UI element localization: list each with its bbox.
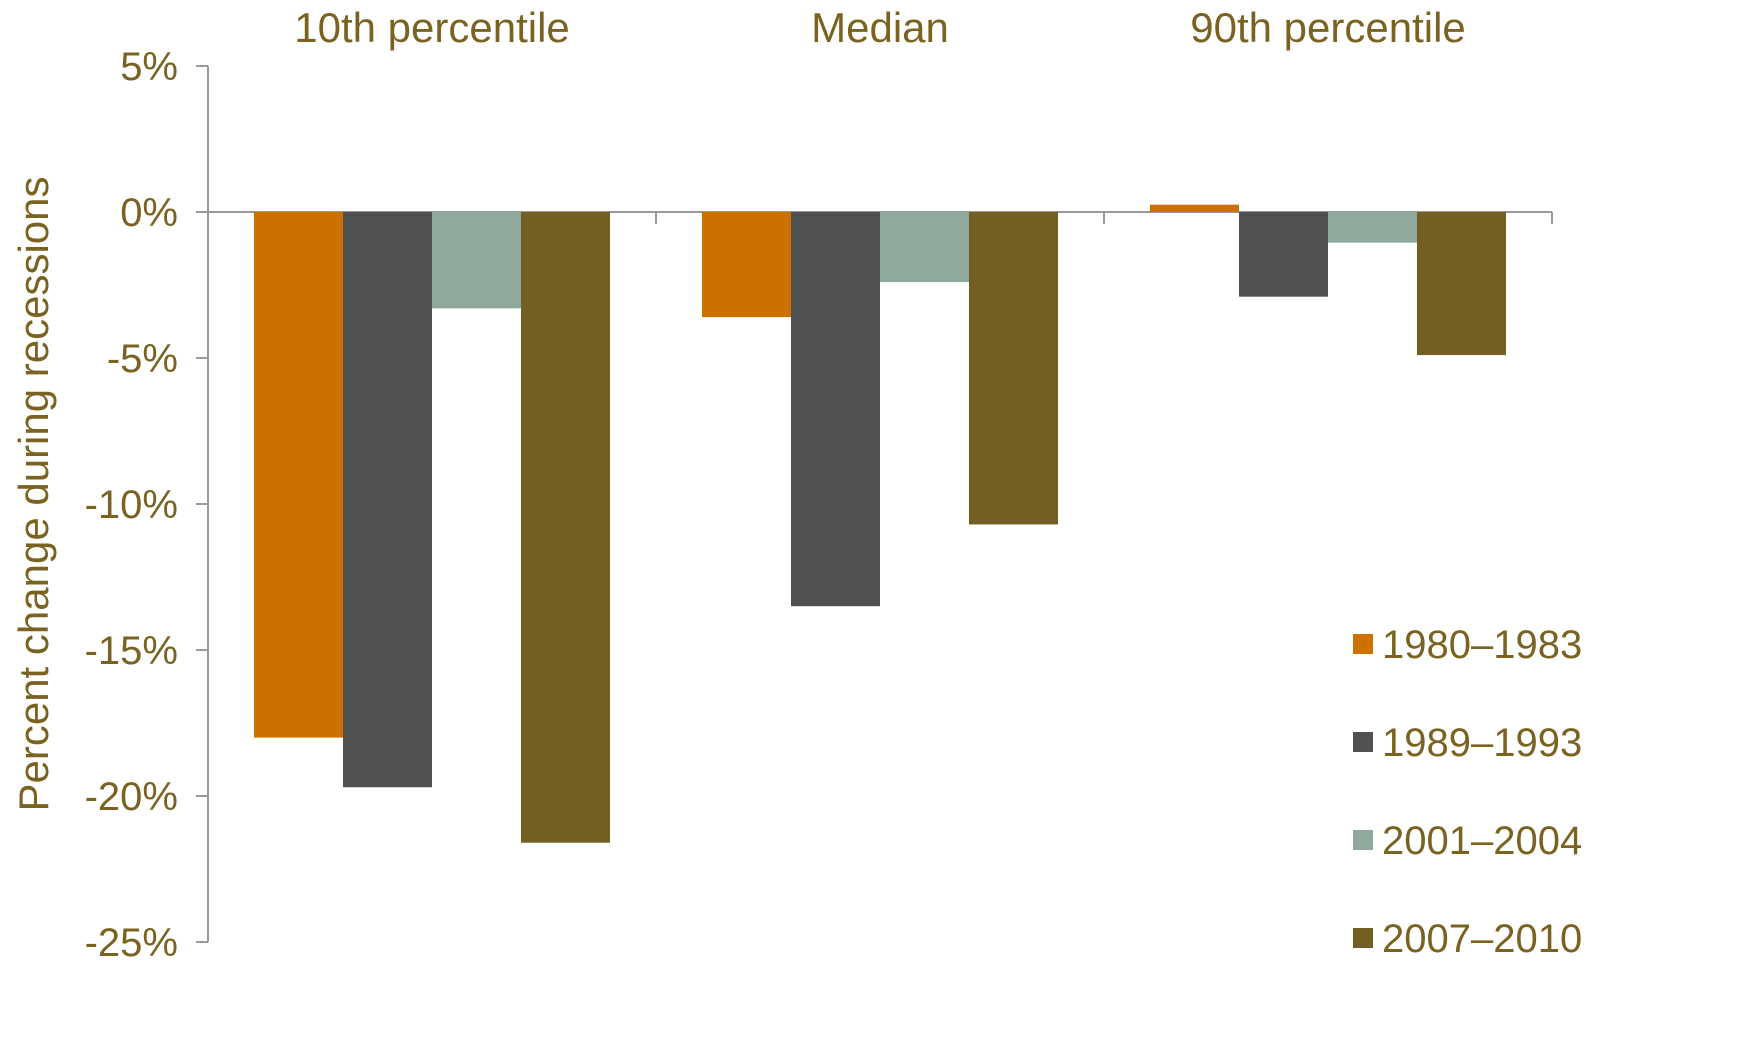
bar xyxy=(880,212,969,283)
y-tick-label: -5% xyxy=(107,337,178,381)
legend-label: 1980–1983 xyxy=(1382,623,1582,667)
legend-swatch xyxy=(1353,928,1373,948)
category-label: 90th percentile xyxy=(1190,4,1466,51)
y-tick-label: -15% xyxy=(85,629,178,673)
y-tick-label: -10% xyxy=(85,483,178,527)
bars xyxy=(254,204,1506,843)
legend: 1980–1983 1989–1993 2001–2004 2007–2010 xyxy=(1353,623,1582,961)
bar xyxy=(254,212,343,738)
bar xyxy=(1328,212,1417,243)
bar xyxy=(432,212,521,309)
y-tick-label: -25% xyxy=(85,921,178,965)
legend-swatch xyxy=(1353,634,1373,654)
bar xyxy=(969,212,1058,525)
y-tick-label: -20% xyxy=(85,775,178,819)
bar xyxy=(1239,212,1328,297)
bar xyxy=(791,212,880,607)
legend-label: 2007–2010 xyxy=(1382,917,1582,961)
category-label: 10th percentile xyxy=(294,4,570,51)
labels: 5% 0% -5% -10% -15% -20% -25% 10th percentile Me… xyxy=(10,4,1466,965)
legend-swatch xyxy=(1353,732,1373,752)
y-tick-label: 5% xyxy=(120,45,178,89)
bar xyxy=(343,212,432,788)
legend-swatch xyxy=(1353,830,1373,850)
bar xyxy=(702,212,791,318)
legend-label: 2001–2004 xyxy=(1382,819,1582,863)
bar xyxy=(1417,212,1506,356)
legend-label: 1989–1993 xyxy=(1382,721,1582,765)
y-axis-title: Percent change during recessions xyxy=(10,176,57,811)
bar xyxy=(521,212,610,843)
category-label: Median xyxy=(811,4,949,51)
y-tick-label: 0% xyxy=(120,191,178,235)
bar xyxy=(1150,204,1239,212)
